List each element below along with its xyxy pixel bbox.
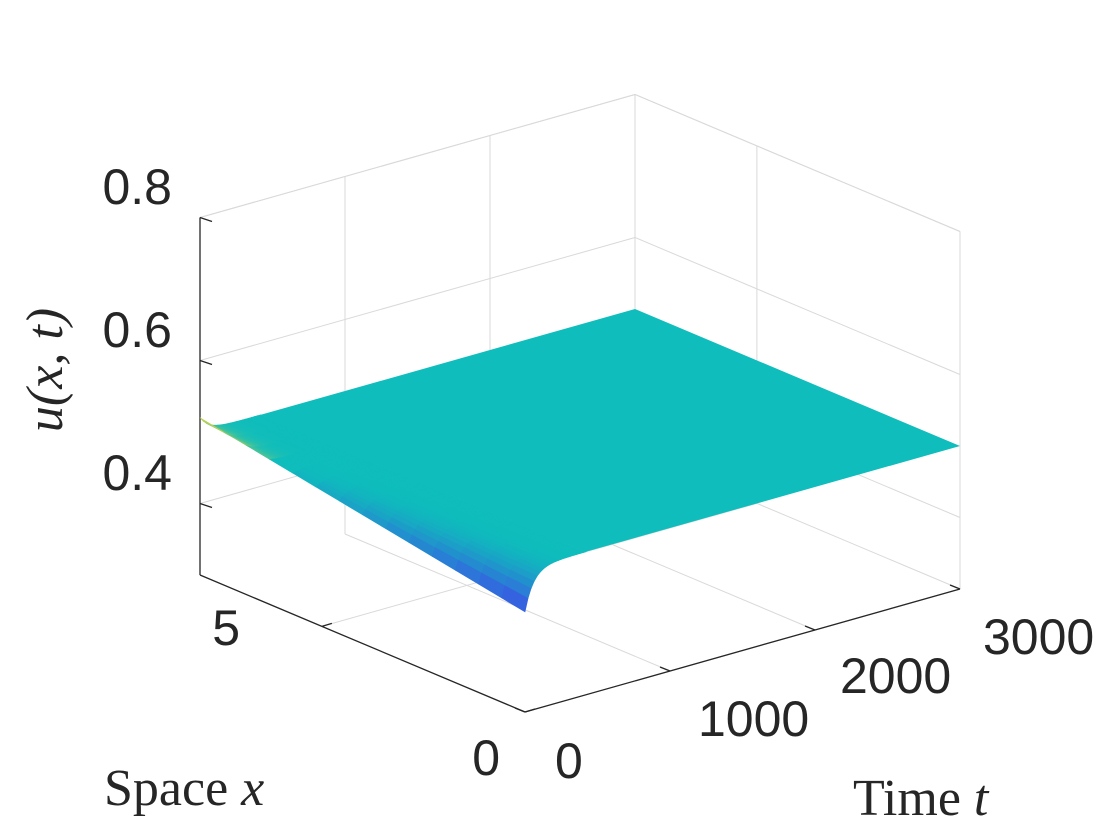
y-tick-label-3: 3000 [983,609,1094,665]
x-axis-line [199,574,526,713]
grid-t-floor-1 [344,533,671,672]
y-tick-mark-2 [804,625,816,631]
y-axis-label: Time t [853,770,990,827]
z-axis-label: u(x, t) [17,308,74,432]
box-top-right [634,94,961,232]
x-tick-mark-1 [321,622,333,627]
x-tick-mark-0 [524,708,536,713]
z-tick-label-1: 0.6 [102,302,172,358]
y-axis-line [524,588,961,713]
surface-patch [501,585,529,613]
x-tick-label-1: 5 [212,600,240,656]
z-tick-mark-2 [199,216,213,223]
surface [199,309,960,613]
y-tick-mark-1 [659,666,671,672]
y-tick-label-0: 0 [555,733,583,789]
y-tick-label-2: 2000 [840,648,951,704]
axes-frame [199,217,961,713]
x-tick-label-0: 0 [472,730,500,786]
y-tick-mark-0 [514,707,526,713]
grid-z-back-1 [199,237,636,361]
grid-z-right-1 [634,237,961,375]
y-tick-label-1: 1000 [698,691,809,747]
surface-plateau [260,309,960,552]
z-tick-label-0: 0.4 [102,445,172,501]
y-tick-mark-3 [949,584,961,590]
z-tick-mark-0 [199,502,213,509]
z-tick-mark-1 [199,359,213,366]
z-tick-label-2: 0.8 [102,159,172,215]
x-axis-label: Space x [104,760,264,817]
tick-marks [199,216,961,713]
box-top-left [199,94,636,218]
